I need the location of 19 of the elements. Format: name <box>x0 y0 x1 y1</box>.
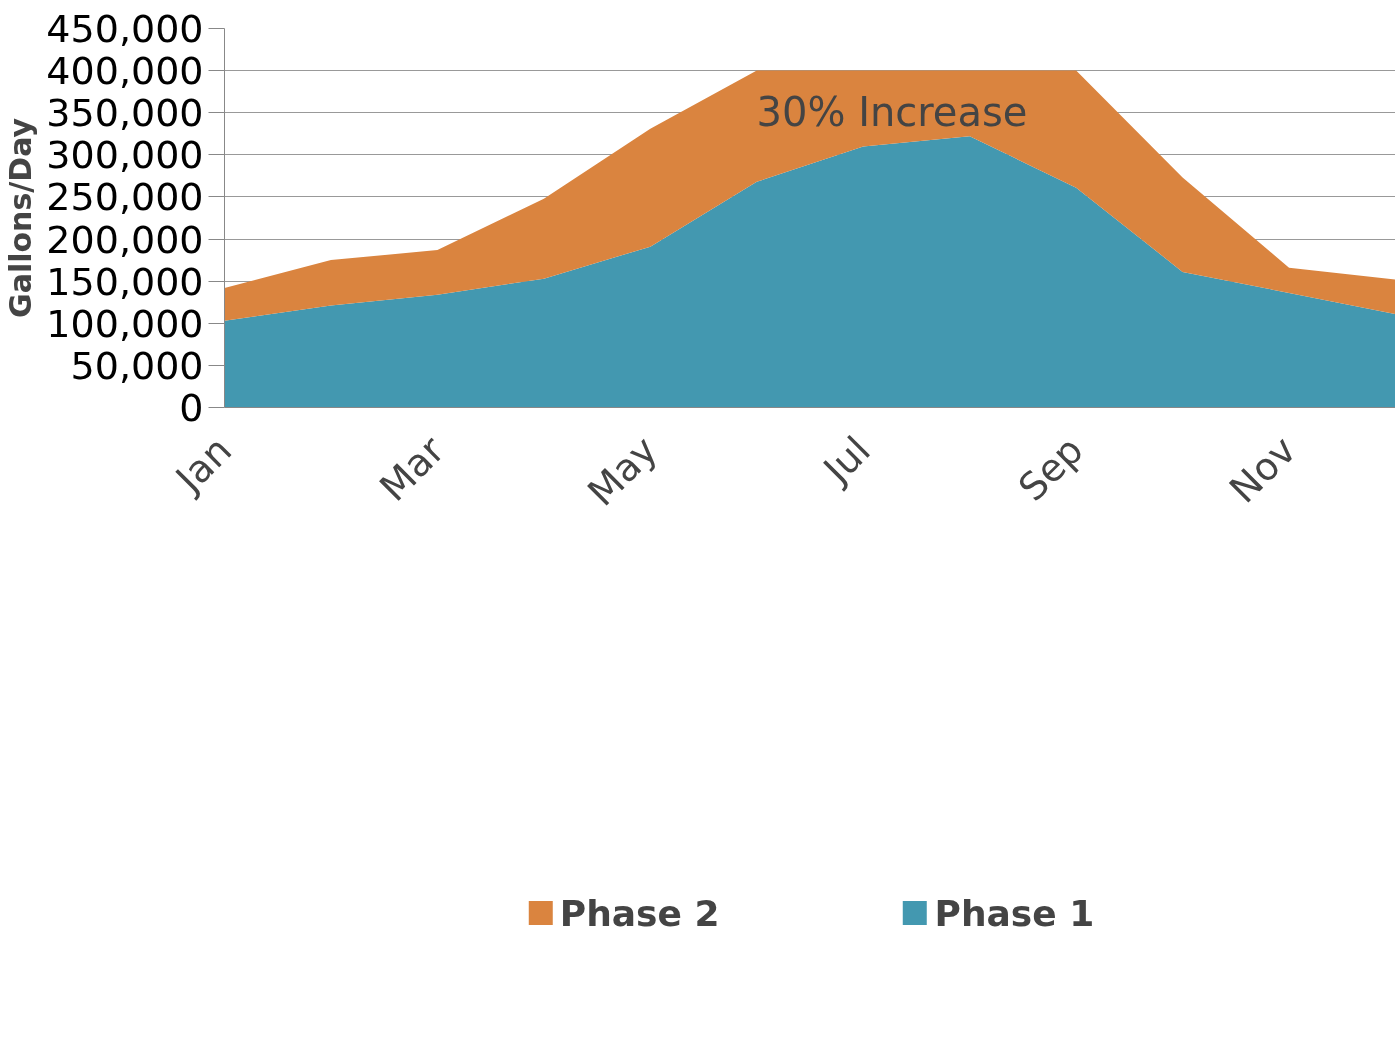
y-tick-label: 150,000 <box>46 259 204 304</box>
x-tick-label: Nov <box>1221 427 1305 512</box>
y-tick-label: 200,000 <box>46 217 204 262</box>
x-tick-label: Sep <box>1009 427 1092 510</box>
y-tick-label: 450,000 <box>46 7 204 51</box>
x-tick-label: Jan <box>166 427 241 502</box>
annotation: 30% Increase <box>756 88 1028 135</box>
y-tick-label: 0 <box>179 386 204 430</box>
y-tick-label: 300,000 <box>46 133 204 178</box>
y-tick-label: 400,000 <box>46 49 204 94</box>
x-tick-label: Mar <box>371 427 454 510</box>
y-axis-title: Gallons/Day <box>3 117 39 318</box>
y-tick-label: 100,000 <box>46 301 204 346</box>
y-tick-label: 50,000 <box>70 343 204 388</box>
legend-label: Phase 1 <box>934 892 1095 934</box>
y-tick-label: 250,000 <box>46 175 204 220</box>
x-tick-label: Jul <box>813 427 879 493</box>
legend-label: Phase 2 <box>559 892 720 934</box>
y-tick-label: 350,000 <box>46 91 204 136</box>
